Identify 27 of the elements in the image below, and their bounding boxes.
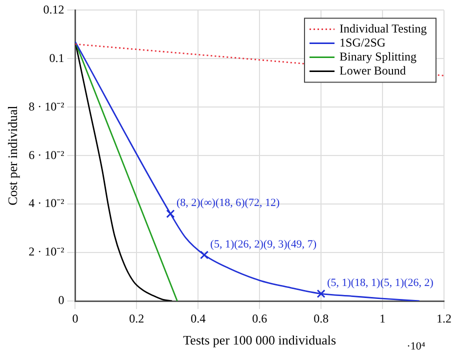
y-axis-title: Cost per individual [5, 105, 20, 206]
x-tick-label: 0.2 [129, 311, 144, 326]
y-tick-label: 0 [58, 293, 64, 308]
annotation: (5, 1)(18, 1)(5, 1)(26, 2) [327, 277, 434, 290]
x-tick-label: 0.6 [252, 311, 268, 326]
x-tick-label: 1.2 [436, 311, 452, 326]
x-tick-label: 1 [380, 311, 386, 326]
point [316, 289, 326, 298]
legend-label: Individual Testing [340, 21, 427, 36]
x-tick-label: 0.4 [190, 311, 206, 326]
text: ·10⁴ [406, 340, 426, 352]
x-axis-title: Tests per 100 000 individuals [183, 332, 336, 348]
point [166, 209, 175, 218]
y-tick-label: 0.1 [49, 50, 64, 65]
annotation: (8, 2)(∞)(18, 6)(72, 12) [176, 197, 280, 210]
point [200, 250, 209, 260]
legend-label: Binary Splitting [340, 49, 417, 64]
annotation: (5, 1)(26, 2)(9, 3)(49, 7) [210, 238, 317, 250]
x-tick-label: 0.8 [314, 311, 329, 326]
legend-label: 1SG/2SG [340, 35, 386, 50]
y-tick-label: 2 · 10⁻² [28, 244, 65, 259]
y-tick-label: 0.12 [43, 2, 64, 16]
y-tick-label: 4 · 10⁻² [28, 196, 65, 210]
y-tick-label: 8 · 10⁻² [28, 99, 65, 114]
legend-label: Lower Bound [340, 63, 406, 78]
x-tick-label: 0 [72, 311, 78, 326]
y-tick-label: 6 · 10⁻² [28, 148, 65, 162]
